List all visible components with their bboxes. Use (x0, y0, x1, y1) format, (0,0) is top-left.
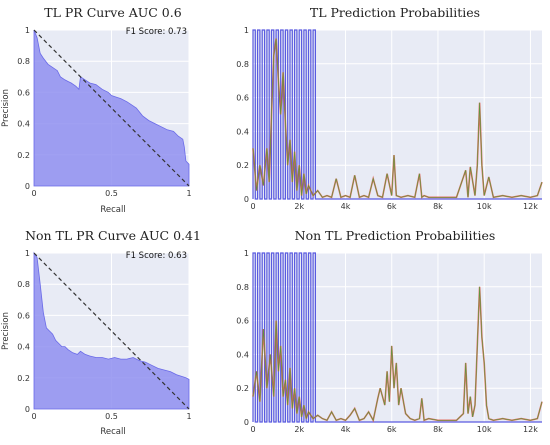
tl-prob-ytick-1: 0.2 (236, 161, 249, 170)
nontl-pr-ytick-4: 0.8 (17, 280, 30, 289)
nontl-pr-xtick-1: 0.5 (105, 412, 118, 421)
nontl-pr-ytick-2: 0.4 (17, 343, 30, 352)
tl-prob-panel: 0 2k 4k 6k 8k 10k 12k 0 0.2 0.4 0.6 0.8 1 TL Predicti… (236, 5, 543, 211)
tl-prob-ytick-2: 0.4 (236, 127, 249, 136)
tl-pr-xtick-0: 0 (31, 189, 36, 198)
tl-pr-ytick-4: 0.8 (17, 57, 30, 66)
tl-pr-ytick-1: 0.2 (17, 151, 30, 160)
nontl-prob-title: Non TL Prediction Probabilities (295, 228, 496, 243)
tl-prob-xtick-1: 2k (294, 202, 304, 211)
nontl-prob-ground-truth-square-wave (252, 252, 542, 423)
nontl-prob-xtick-3: 6k (387, 425, 397, 434)
tl-pr-xtick-1: 0.5 (105, 189, 118, 198)
tl-pr-baseline-dashed (33, 29, 190, 187)
tl-pr-ytick-0: 0 (25, 182, 30, 191)
tl-prob-ytick-0: 0 (244, 195, 249, 204)
nontl-pr-ylabel: Precision (1, 312, 11, 350)
nontl-pr-xlabel: Recall (100, 427, 125, 437)
tl-pr-ytick-2: 0.4 (17, 120, 30, 129)
tl-prob-xtick-3: 6k (387, 202, 397, 211)
nontl-pr-ytick-3: 0.6 (17, 311, 30, 320)
nontl-prob-probability-line-overlay (252, 286, 543, 422)
nontl-prob-ytick-5: 1 (244, 249, 249, 258)
nontl-prob-ytick-1: 0.2 (236, 384, 249, 393)
tl-pr-xtick-2: 1 (186, 189, 191, 198)
nontl-pr-f1-score: F1 Score: 0.63 (126, 251, 187, 261)
nontl-prob-xtick-1: 2k (294, 425, 304, 434)
nontl-prob-xtick-2: 4k (341, 425, 351, 434)
nontl-pr-baseline-dashed (33, 252, 190, 410)
nontl-prob-xtick-0: 0 (250, 425, 255, 434)
tl-pr-ylabel: Precision (1, 89, 11, 127)
tl-pr-ytick-5: 1 (25, 26, 30, 35)
nontl-prob-xtick-6: 12k (523, 425, 538, 434)
nontl-pr-xtick-0: 0 (31, 412, 36, 421)
tl-prob-probability-line-overlay (252, 38, 543, 198)
nontl-prob-ytick-0: 0 (244, 418, 249, 427)
tl-prob-xtick-0: 0 (250, 202, 255, 211)
tl-pr-ytick-3: 0.6 (17, 88, 30, 97)
tl-pr-xlabel: Recall (100, 205, 125, 215)
tl-pr-title: TL PR Curve AUC 0.6 (44, 5, 181, 20)
nontl-pr-title: Non TL PR Curve AUC 0.41 (25, 228, 201, 243)
tl-prob-xtick-5: 10k (477, 202, 492, 211)
nontl-prob-xtick-5: 10k (477, 425, 492, 434)
nontl-pr-ytick-5: 1 (25, 249, 30, 258)
tl-prob-xtick-4: 8k (433, 202, 443, 211)
nontl-pr-xtick-2: 1 (186, 412, 191, 421)
tl-prob-xtick-2: 4k (341, 202, 351, 211)
tl-prob-ytick-3: 0.6 (236, 94, 249, 103)
nontl-prob-ytick-3: 0.6 (236, 317, 249, 326)
nontl-prob-xtick-4: 8k (433, 425, 443, 434)
tl-pr-f1-score: F1 Score: 0.73 (126, 27, 187, 37)
nontl-prob-ytick-4: 0.8 (236, 283, 249, 292)
nontl-pr-ytick-0: 0 (25, 405, 30, 414)
tl-prob-ytick-5: 1 (244, 26, 249, 35)
tl-prob-ytick-4: 0.8 (236, 60, 249, 69)
tl-pr-panel: 0 0.5 1 0 0.2 0.4 0.6 0.8 1 TL PR Curve AUC 0.6 Re… (1, 5, 192, 215)
nontl-prob-ytick-2: 0.4 (236, 350, 249, 359)
nontl-pr-ytick-1: 0.2 (17, 374, 30, 383)
tl-prob-title: TL Prediction Probabilities (310, 5, 480, 20)
nontl-pr-panel: 0 0.5 1 0 0.2 0.4 0.6 0.8 1 Non TL PR Curve AUC 0… (1, 228, 201, 437)
tl-prob-xtick-6: 12k (523, 202, 538, 211)
nontl-prob-panel: 0 2k 4k 6k 8k 10k 12k 0 0.2 0.4 0.6 0.8 1 Non TL Pred… (236, 228, 543, 434)
